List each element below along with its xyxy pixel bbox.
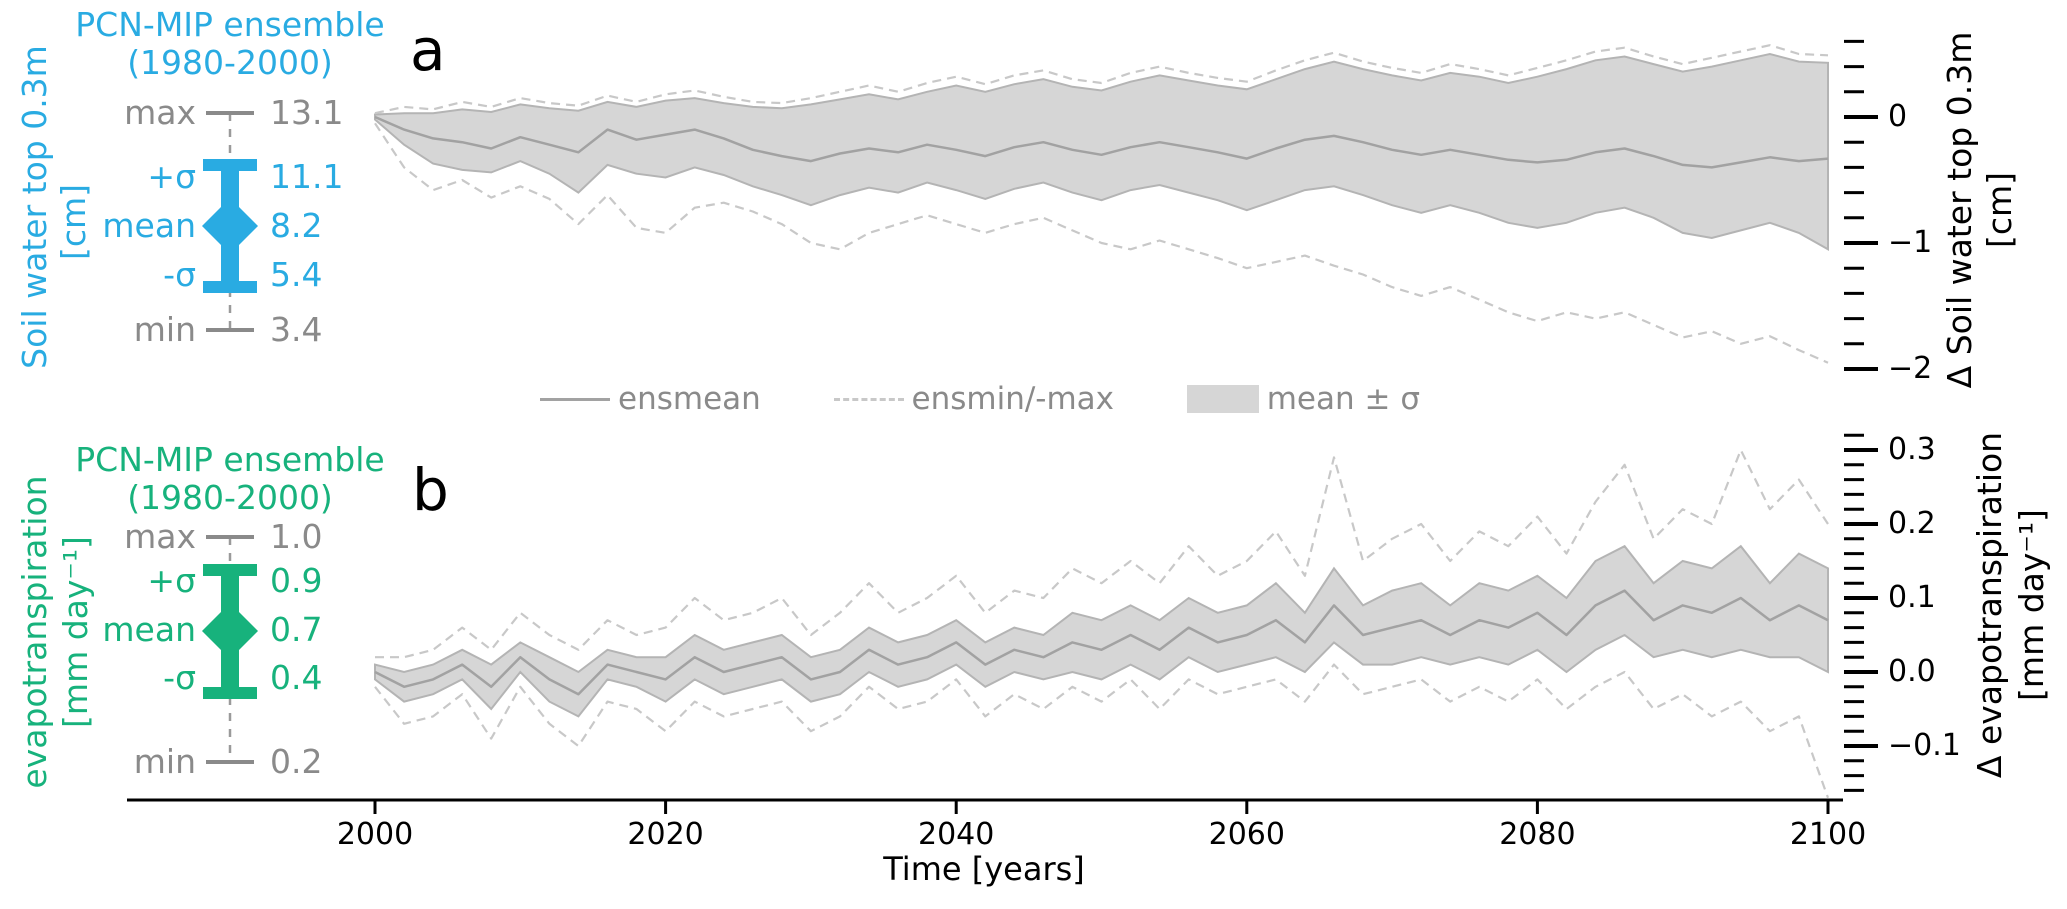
panel-a-stat-row-min: min 3.4	[0, 310, 440, 350]
panel-b-ytick-label-0.1: 0.1	[1888, 580, 1936, 615]
panel-b-mean-label: mean	[102, 610, 196, 649]
panel-b-ytick-label-0.2: 0.2	[1888, 506, 1936, 541]
x-tick-label-2040: 2040	[918, 817, 995, 852]
panel-b-ytick-label-0.3: 0.3	[1888, 432, 1936, 467]
panel-b-min-value: 0.2	[270, 742, 323, 781]
panel-a-ensmax-line	[374, 44, 1829, 115]
panel-b-mean-diamond	[202, 603, 258, 659]
panel-a-min-label: min	[133, 310, 196, 349]
panel-b-plus-sigma-cap	[203, 564, 257, 576]
panel-a-letter: a	[410, 16, 446, 84]
panel-b-stat-row-minus-sigma: -σ 0.4	[0, 658, 440, 698]
panel-b-errorbar-glyph	[202, 535, 258, 764]
panel-b-sigma-band	[374, 544, 1829, 718]
panel-b-ensmax-line	[375, 448, 1829, 659]
panel-a-ytick-label-−2: −2	[1888, 351, 1933, 386]
panel-a-minus-sigma-cap	[203, 281, 257, 293]
panel-b-max-label: max	[124, 517, 196, 556]
panel-b-stat-row-mean: mean 0.7	[0, 610, 440, 650]
x-tick-label-2020: 2020	[627, 817, 704, 852]
panel-a-min-value: 3.4	[270, 310, 323, 349]
panel-a-ensemble-title-line1: PCN-MIP ensemble	[75, 5, 385, 44]
panel-b-minus-sigma-cap	[203, 687, 257, 699]
panel-b-ensemble-title: PCN-MIP ensemble (1980-2000)	[55, 441, 405, 517]
legend-item-ensmean: ensmean	[540, 381, 761, 417]
panel-a-ytick-label-0: 0	[1888, 99, 1908, 134]
panel-a-stat-row-max: max 13.1	[0, 93, 440, 133]
panel-a-ytick-label-−1: −1	[1888, 225, 1933, 260]
panel-a-stat-row-minus-sigma: -σ 5.4	[0, 255, 440, 295]
panel-b-min-label: min	[133, 742, 196, 781]
panel-b-stat-row-plus-sigma: +σ 0.9	[0, 561, 440, 601]
panel-a-minus-sigma-label: -σ	[163, 255, 196, 294]
legend-ensmean-label: ensmean	[618, 381, 761, 417]
panel-b-ytick-label-−0.1: −0.1	[1888, 728, 1961, 763]
panel-b-plus-sigma-value: 0.9	[270, 561, 323, 600]
panel-a-minus-sigma-value: 5.4	[270, 255, 323, 294]
panel-a-stat-row-plus-sigma: +σ 11.1	[0, 157, 440, 197]
panel-a-max-label: max	[124, 93, 196, 132]
x-axis-title: Time [years]	[883, 850, 1085, 888]
panel-b-ytick-label-0.0: 0.0	[1888, 654, 1936, 689]
x-tick-label-2100: 2100	[1789, 817, 1867, 852]
panel-a-ensmean-line	[374, 115, 1829, 169]
panel-b-letter: b	[412, 456, 449, 524]
ensminmax-dashed-swatch-icon	[833, 397, 904, 401]
panel-b-mean-value: 0.7	[270, 610, 323, 649]
panel-a-ensemble-title-line2: (1980-2000)	[127, 43, 333, 82]
panel-b-minus-sigma-value: 0.4	[270, 658, 323, 697]
x-tick-label-2000: 2000	[336, 817, 414, 852]
legend-item-ensminmax: ensmin/-max	[833, 381, 1115, 417]
panel-b-max-value: 1.0	[270, 517, 323, 556]
panel-b-minus-sigma-label: -σ	[163, 658, 196, 697]
x-tick-label-2080: 2080	[1499, 817, 1576, 852]
panel-b-ensmin-line	[374, 663, 1830, 799]
panel-b-stat-row-max: max 1.0	[0, 517, 440, 557]
x-tick-label-2060: 2060	[1208, 817, 1285, 852]
panel-a-ensemble-title: PCN-MIP ensemble (1980-2000)	[55, 6, 405, 82]
panel-a-plus-sigma-cap	[203, 159, 257, 171]
panel-a-errorbar-glyph	[202, 111, 258, 332]
legend-item-sigma-band: mean ± σ	[1186, 381, 1420, 417]
legend-ensminmax-label: ensmin/-max	[911, 381, 1115, 417]
legend: ensmean ensmin/-max mean ± σ	[540, 376, 1420, 422]
panel-b-right-axis-units: [mm day⁻¹]	[2012, 509, 2051, 701]
panel-a-plus-sigma-label: +σ	[147, 157, 196, 196]
panel-a-ensmin-line	[374, 122, 1829, 364]
panel-a-mean-value: 8.2	[270, 206, 323, 245]
panel-a-stat-row-mean: mean 8.2	[0, 206, 440, 246]
panel-b-ensemble-title-line1: PCN-MIP ensemble	[75, 440, 385, 479]
panel-a-mean-label: mean	[102, 206, 196, 245]
panel-a-max-value: 13.1	[270, 93, 344, 132]
panel-b-stat-row-min: min 0.2	[0, 742, 440, 782]
legend-sigma-band-label: mean ± σ	[1266, 381, 1420, 417]
sigma-band-swatch-icon	[1186, 385, 1259, 413]
ensmean-line-swatch-icon	[540, 397, 610, 401]
panel-a-plus-sigma-value: 11.1	[270, 157, 344, 196]
panel-b-ensmean-line	[374, 589, 1829, 696]
panel-a-mean-diamond	[202, 198, 258, 254]
panel-b-plus-sigma-label: +σ	[147, 561, 196, 600]
panel-b-ensemble-title-line2: (1980-2000)	[127, 478, 333, 517]
panel-a-sigma-band	[374, 52, 1829, 252]
